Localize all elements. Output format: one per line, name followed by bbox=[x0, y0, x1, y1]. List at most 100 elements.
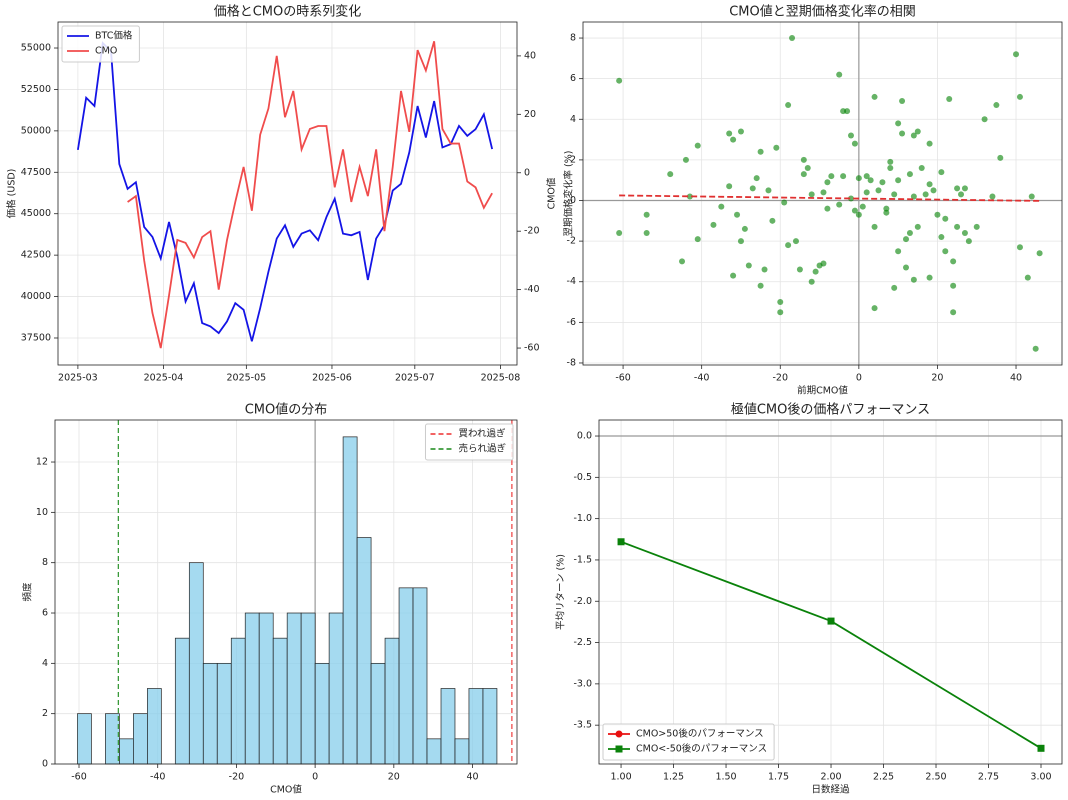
y-tick-label: 4 bbox=[42, 658, 48, 669]
point bbox=[887, 165, 894, 172]
point bbox=[883, 205, 890, 212]
bar bbox=[77, 713, 92, 765]
x-tick-label: -20 bbox=[772, 373, 788, 384]
x-tick-label: 2025-08 bbox=[481, 373, 521, 384]
point bbox=[796, 266, 803, 273]
point bbox=[871, 223, 878, 230]
legend-box bbox=[424, 423, 514, 461]
point bbox=[745, 262, 752, 269]
point bbox=[958, 191, 965, 198]
point bbox=[926, 140, 933, 147]
point bbox=[993, 102, 1000, 109]
point bbox=[938, 234, 945, 241]
point bbox=[942, 248, 949, 255]
chart-title: 極値CMO後の価格パフォーマンス bbox=[731, 402, 930, 418]
point bbox=[891, 284, 898, 291]
point bbox=[718, 203, 725, 210]
y-tick-label: -6 bbox=[567, 317, 576, 328]
point bbox=[875, 187, 882, 194]
point bbox=[757, 148, 764, 155]
x-tick-label: 0 bbox=[856, 373, 862, 384]
bar bbox=[440, 688, 456, 765]
y-tick-label: -3.5 bbox=[573, 720, 592, 731]
y-tick-label: -2.0 bbox=[573, 596, 592, 607]
point bbox=[954, 185, 961, 192]
y-tick-label: 47500 bbox=[21, 167, 51, 178]
point bbox=[914, 223, 921, 230]
x-tick-label: 0 bbox=[312, 772, 318, 783]
plot-frame bbox=[54, 419, 518, 765]
point bbox=[781, 199, 788, 206]
point bbox=[757, 282, 764, 289]
x-tick-label: 20 bbox=[931, 373, 943, 384]
series-line bbox=[127, 41, 493, 349]
y-tick-label: -8 bbox=[567, 357, 576, 368]
point bbox=[824, 205, 831, 212]
point bbox=[895, 120, 902, 127]
point bbox=[855, 211, 862, 218]
plot-area bbox=[599, 420, 1062, 764]
point bbox=[726, 183, 733, 190]
point bbox=[800, 156, 807, 163]
bar bbox=[342, 436, 358, 765]
x-tick-label: 40 bbox=[1010, 373, 1022, 384]
y-tick-label: 40000 bbox=[21, 291, 51, 302]
y-tick-label: 55000 bbox=[21, 43, 51, 54]
y-tick-label: -2.5 bbox=[573, 637, 592, 648]
point bbox=[863, 173, 870, 180]
point bbox=[867, 177, 874, 184]
x-tick-label: 3.00 bbox=[1030, 772, 1051, 783]
x-tick-label: 2.25 bbox=[873, 772, 894, 783]
point bbox=[1036, 250, 1043, 257]
bar bbox=[454, 738, 470, 765]
y2-tick-label: 0 bbox=[524, 167, 530, 178]
bar bbox=[230, 637, 246, 765]
point bbox=[761, 266, 768, 273]
point bbox=[769, 217, 776, 224]
chart-title: CMO値の分布 bbox=[245, 402, 328, 418]
y-axis-label: 頻度 bbox=[22, 582, 34, 602]
x-tick-label: 1.00 bbox=[610, 772, 631, 783]
y-tick-label: -1.0 bbox=[573, 513, 592, 524]
point bbox=[926, 181, 933, 188]
bar bbox=[370, 662, 386, 765]
y2-tick-label: -40 bbox=[524, 284, 540, 295]
point bbox=[828, 173, 835, 180]
point bbox=[997, 154, 1004, 161]
point bbox=[785, 242, 792, 249]
y2-tick-label: -60 bbox=[524, 343, 540, 354]
legend-label: 売られ過ぎ bbox=[458, 443, 506, 455]
y-tick-label: 0 bbox=[42, 759, 48, 770]
y2-tick-label: 40 bbox=[524, 50, 536, 61]
point bbox=[954, 223, 961, 230]
point bbox=[934, 211, 941, 218]
point bbox=[1016, 244, 1023, 251]
point bbox=[730, 136, 737, 143]
point bbox=[773, 144, 780, 151]
marker bbox=[827, 617, 835, 625]
bar bbox=[133, 713, 148, 765]
point bbox=[879, 179, 886, 186]
y-tick-label: 45000 bbox=[21, 208, 51, 219]
bar bbox=[356, 537, 372, 765]
point bbox=[730, 272, 737, 279]
y-tick-label: 42500 bbox=[21, 250, 51, 261]
x-tick-label: 1.75 bbox=[768, 772, 789, 783]
subplot: 2025-03 2025-04 2025-05 2025-06 2025-07 2025-… bbox=[6, 4, 558, 384]
point bbox=[942, 215, 949, 222]
x-tick-label: -60 bbox=[615, 373, 631, 384]
bar bbox=[188, 562, 204, 765]
x-tick-label: 2.00 bbox=[820, 772, 841, 783]
y-tick-label: 0.0 bbox=[577, 431, 592, 442]
point bbox=[1032, 345, 1039, 352]
y-tick-label: 8 bbox=[570, 33, 576, 44]
bar bbox=[216, 662, 232, 765]
x-tick-label: 2025-05 bbox=[226, 373, 266, 384]
point bbox=[737, 128, 744, 135]
point bbox=[726, 130, 733, 137]
bar bbox=[147, 688, 162, 765]
legend-label: CMO>50後のパフォーマンス bbox=[636, 728, 764, 740]
